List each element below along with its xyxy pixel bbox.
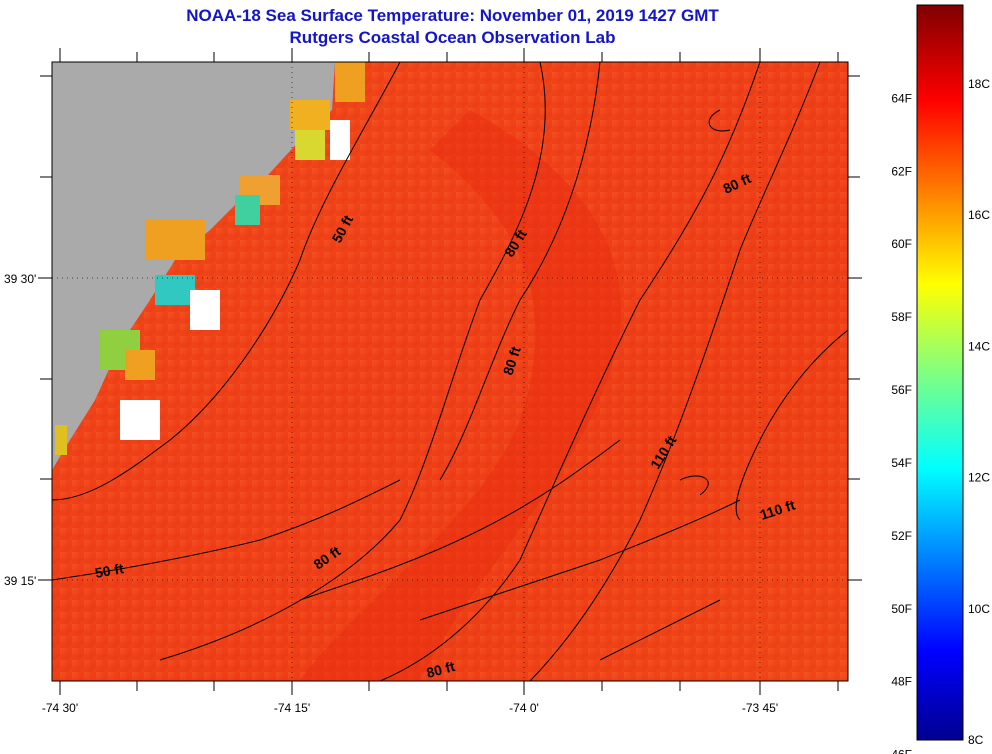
colorbar-fahrenheit-label: 56F xyxy=(891,383,912,397)
x-tick-label: -74 0' xyxy=(509,701,539,715)
map-ticks xyxy=(38,48,862,695)
colorbar-fahrenheit-label: 64F xyxy=(891,91,912,105)
colorbar-celsius-label: 18C xyxy=(968,77,990,91)
colorbar-celsius-label: 16C xyxy=(968,208,990,222)
map-grid xyxy=(52,62,848,681)
warm-band xyxy=(300,110,621,680)
colorbar-fahrenheit-label: 46F xyxy=(891,748,912,754)
x-tick-label: -74 15' xyxy=(274,701,310,715)
x-tick-label: -74 30' xyxy=(42,701,78,715)
map-title: NOAA-18 Sea Surface Temperature: Novembe… xyxy=(186,6,719,25)
land-area xyxy=(52,62,335,470)
contour-label: 80 ft xyxy=(425,658,457,681)
y-tick-label: 39 15' xyxy=(4,574,36,588)
y-tick-label: 39 30' xyxy=(4,272,36,286)
colorbar-celsius-label: 8C xyxy=(968,733,984,747)
bathymetry-contours xyxy=(51,61,849,682)
colorbar-fahrenheit-label: 52F xyxy=(891,529,912,543)
colorbar-fahrenheit-label: 54F xyxy=(891,456,912,470)
colorbar-celsius-label: 12C xyxy=(968,471,990,485)
colorbar-fahrenheit-label: 48F xyxy=(891,675,912,689)
contour-label: 50 ft xyxy=(94,560,125,581)
colorbar-fahrenheit-label: 58F xyxy=(891,310,912,324)
colorbar-celsius-label: 14C xyxy=(968,339,990,353)
colorbar-fahrenheit-label: 50F xyxy=(891,602,912,616)
x-tick-label: -73 45' xyxy=(742,701,778,715)
colorbar-celsius-label: 10C xyxy=(968,602,990,616)
colorbar-fahrenheit-label: 62F xyxy=(891,164,912,178)
temperature-colorbar: 64F 62F 60F 58F 56F 54F 52F 50F 48F 46F 18C 16C 14C 1… xyxy=(891,4,990,754)
colorbar-gradient xyxy=(916,4,964,741)
map-border xyxy=(51,61,849,682)
colorbar-fahrenheit-label: 60F xyxy=(891,237,912,251)
coastal-temperature-pixels xyxy=(55,62,365,455)
map-subtitle: Rutgers Coastal Ocean Observation Lab xyxy=(289,28,616,47)
